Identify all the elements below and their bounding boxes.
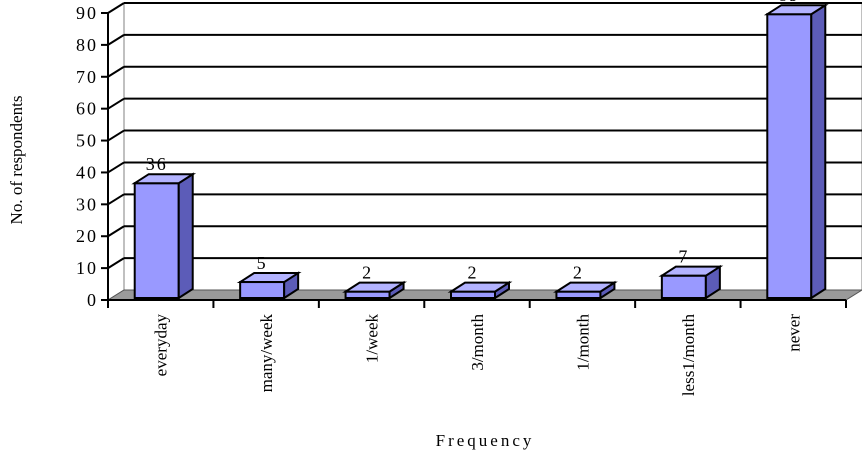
side-wall-panel — [107, 2, 125, 301]
category-label: everyday — [152, 314, 171, 377]
bar-top — [658, 265, 724, 277]
bar-top — [131, 173, 197, 185]
gridline-side — [107, 225, 125, 238]
data-label: 36 — [146, 154, 168, 174]
data-label: 89 — [778, 0, 800, 5]
bar-front — [239, 281, 286, 299]
gridline-side — [107, 65, 125, 78]
y-tick-label: 90 — [76, 3, 98, 23]
bar-side — [810, 3, 827, 300]
y-tick-label: 20 — [76, 226, 98, 246]
data-label: 2 — [468, 263, 479, 283]
category-label: 1/week — [363, 314, 382, 364]
bar-many/week — [236, 271, 302, 300]
y-axis-title: No. of respondents — [7, 96, 26, 225]
back-wall-panel — [123, 2, 862, 291]
category-label: many/week — [257, 314, 276, 393]
category-label: 3/month — [468, 314, 487, 371]
bar-1/week — [342, 280, 407, 300]
bar-front — [133, 182, 180, 299]
category-label: 1/month — [573, 314, 592, 371]
y-tick-label: 70 — [76, 67, 98, 87]
y-tick-label: 80 — [76, 35, 98, 55]
bar-1/month — [553, 280, 618, 300]
gridlines — [107, 2, 862, 269]
y-tick-labels: 0 10 20 30 40 50 60 70 80 90 — [76, 3, 98, 310]
gridline-side — [107, 257, 125, 269]
bar-less1/month — [658, 264, 724, 300]
y-tick-label: 50 — [76, 131, 98, 151]
y-tick-label: 10 — [76, 258, 98, 278]
bar-front — [766, 13, 813, 299]
bar-side — [177, 172, 194, 300]
y-tick-label: 30 — [76, 194, 98, 214]
bar-top — [553, 281, 618, 293]
data-label: 7 — [678, 247, 689, 267]
bar-front — [660, 274, 707, 299]
x-category-labels: everyday many/week 1/week 3/month 1/month les… — [152, 314, 804, 397]
bar-3/month — [447, 280, 513, 300]
data-label: 2 — [573, 263, 584, 283]
y-tick-label: 0 — [87, 290, 98, 310]
bar-never — [763, 3, 829, 300]
y-tick-label: 40 — [76, 162, 98, 182]
category-label: never — [784, 314, 803, 352]
bar-everyday — [131, 172, 197, 300]
data-label: 2 — [362, 263, 373, 283]
bars — [131, 3, 829, 300]
gridline-side — [107, 193, 125, 206]
gridline-side — [107, 129, 125, 142]
bar-top — [763, 4, 829, 16]
gridline-side — [107, 34, 125, 46]
data-label: 5 — [257, 253, 268, 273]
axes — [101, 12, 847, 308]
bar-top — [447, 281, 513, 293]
bar-top — [236, 272, 302, 284]
x-axis-title: Frequency — [436, 431, 535, 450]
gridline-side — [107, 2, 125, 14]
y-tick-label: 60 — [76, 99, 98, 119]
gridline-side — [107, 161, 125, 174]
data-labels: 36 5 2 2 2 7 89 — [146, 0, 800, 283]
gridline-side — [107, 97, 125, 110]
bar-top — [342, 281, 407, 293]
chart-back-wall — [107, 2, 862, 301]
category-label: less1/month — [679, 314, 698, 397]
